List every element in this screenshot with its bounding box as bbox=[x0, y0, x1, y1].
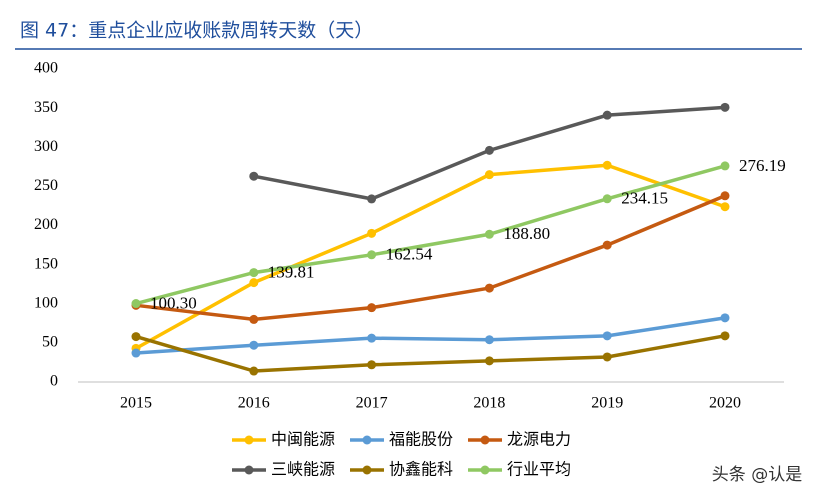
legend-label: 行业平均 bbox=[507, 460, 571, 479]
legend-marker bbox=[362, 465, 372, 475]
point bbox=[602, 352, 612, 362]
x-tick-label: 2016 bbox=[238, 395, 270, 412]
legend-marker bbox=[480, 435, 490, 445]
x-tick-label: 2018 bbox=[473, 395, 505, 412]
series-line bbox=[135, 163, 726, 350]
watermark: 头条 @认是 bbox=[712, 465, 802, 485]
point bbox=[720, 331, 730, 341]
point bbox=[131, 332, 141, 342]
legend-label: 福能股份 bbox=[389, 430, 453, 449]
legend-marker bbox=[244, 435, 254, 445]
data-label: 276.19 bbox=[739, 156, 786, 175]
point bbox=[367, 194, 377, 204]
x-tick-label: 2015 bbox=[120, 395, 152, 412]
y-tick-label: 150 bbox=[34, 255, 58, 272]
data-label: 139.81 bbox=[268, 263, 315, 282]
point bbox=[720, 202, 730, 212]
point bbox=[602, 160, 612, 170]
y-tick-label: 300 bbox=[34, 138, 58, 155]
legend-marker bbox=[362, 435, 372, 445]
point bbox=[602, 240, 612, 250]
point bbox=[720, 102, 730, 112]
y-tick-label: 400 bbox=[34, 60, 58, 77]
data-label: 100.30 bbox=[150, 293, 197, 312]
point bbox=[484, 356, 494, 366]
point bbox=[249, 366, 259, 376]
point bbox=[484, 283, 494, 293]
series-line bbox=[135, 194, 726, 322]
y-tick-label: 250 bbox=[34, 177, 58, 194]
x-tick-label: 2020 bbox=[709, 395, 741, 412]
point bbox=[367, 228, 377, 238]
point bbox=[720, 191, 730, 201]
point bbox=[367, 250, 377, 260]
point bbox=[602, 110, 612, 120]
chart-title: 图 47：重点企业应收账款周转天数（天） bbox=[20, 20, 373, 42]
series-line bbox=[135, 316, 726, 355]
legend-label: 协鑫能科 bbox=[389, 460, 453, 479]
legend-label: 龙源电力 bbox=[507, 430, 571, 449]
point bbox=[484, 335, 494, 345]
point bbox=[602, 331, 612, 341]
point bbox=[131, 299, 141, 309]
y-tick-label: 50 bbox=[42, 334, 58, 351]
data-label: 234.15 bbox=[621, 189, 668, 208]
data-label: 188.80 bbox=[503, 224, 550, 243]
y-tick-label: 200 bbox=[34, 216, 58, 233]
data-label: 162.54 bbox=[386, 245, 433, 264]
point bbox=[720, 313, 730, 323]
point bbox=[131, 348, 141, 358]
series-line bbox=[135, 164, 726, 306]
point bbox=[367, 360, 377, 370]
point bbox=[367, 333, 377, 343]
point bbox=[249, 171, 259, 181]
point bbox=[720, 161, 730, 171]
series-line bbox=[135, 334, 726, 373]
point bbox=[249, 278, 259, 288]
point bbox=[602, 194, 612, 204]
y-tick-label: 350 bbox=[34, 99, 58, 116]
legend-label: 中闽能源 bbox=[271, 430, 335, 449]
point bbox=[249, 268, 259, 278]
point bbox=[484, 229, 494, 239]
point bbox=[484, 145, 494, 155]
x-tick-label: 2019 bbox=[591, 395, 623, 412]
legend-marker bbox=[244, 465, 254, 475]
x-tick-label: 2017 bbox=[356, 395, 388, 412]
point bbox=[249, 340, 259, 350]
point bbox=[367, 303, 377, 313]
y-tick-label: 0 bbox=[50, 373, 58, 390]
legend-label: 三峡能源 bbox=[271, 460, 335, 479]
point bbox=[484, 170, 494, 180]
point bbox=[249, 314, 259, 324]
y-tick-label: 100 bbox=[34, 294, 58, 311]
legend-marker bbox=[480, 465, 490, 475]
